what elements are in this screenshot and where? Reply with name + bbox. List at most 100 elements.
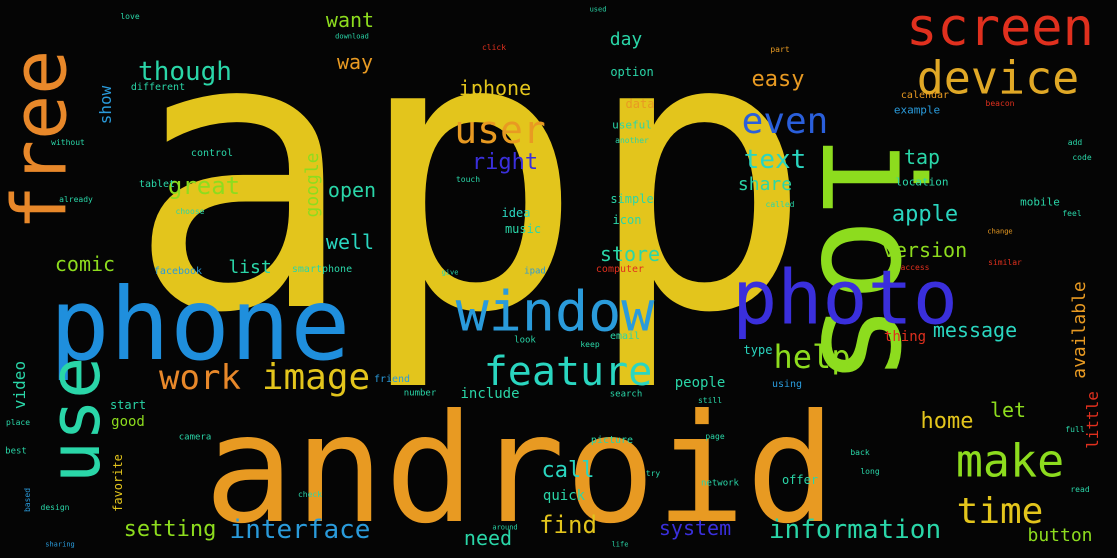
word-feature: feature bbox=[483, 349, 653, 395]
word-calendar: calendar bbox=[900, 90, 950, 101]
word-tap: tap bbox=[903, 145, 941, 169]
word-part: part bbox=[770, 45, 790, 54]
word-network: network bbox=[701, 478, 739, 489]
word-information: information bbox=[768, 515, 942, 545]
word-page: page bbox=[705, 432, 725, 441]
word-beacon: beacon bbox=[985, 99, 1015, 108]
word-time: time bbox=[956, 491, 1044, 532]
word-day: day bbox=[609, 29, 643, 50]
word-find: find bbox=[539, 511, 597, 539]
word-code: code bbox=[1072, 153, 1092, 162]
word-available: available bbox=[1069, 281, 1090, 379]
word-home: home bbox=[920, 409, 974, 434]
word-click: click bbox=[481, 43, 507, 52]
word-apple: apple bbox=[891, 202, 959, 227]
word-button: button bbox=[1027, 525, 1093, 546]
word-type: type bbox=[743, 343, 773, 357]
word-even: even bbox=[741, 101, 829, 142]
word-interface: interface bbox=[229, 515, 371, 545]
word-example: example bbox=[893, 103, 941, 117]
word-show: show bbox=[96, 85, 115, 125]
word-photo: photo bbox=[732, 253, 958, 342]
word-touch: touch bbox=[455, 175, 481, 184]
word-change: change bbox=[987, 227, 1013, 236]
word-ipad: ipad bbox=[524, 266, 546, 277]
word-google: google bbox=[302, 152, 323, 218]
word-access: access bbox=[900, 263, 930, 272]
word-version: version bbox=[882, 238, 968, 262]
word-list: list bbox=[228, 257, 272, 278]
word-good: good bbox=[111, 414, 145, 430]
word-idea: idea bbox=[501, 206, 531, 220]
word-text: text bbox=[743, 145, 807, 175]
word-full: full bbox=[1065, 425, 1085, 434]
word-picture: picture bbox=[590, 435, 634, 446]
word-control: control bbox=[190, 148, 234, 159]
word-camera: camera bbox=[178, 432, 212, 443]
word-check: check bbox=[297, 490, 323, 499]
word-tablet: tablet bbox=[138, 179, 176, 190]
word-great: great bbox=[167, 172, 241, 200]
word-add: add bbox=[1067, 138, 1083, 147]
word-easy: easy bbox=[751, 67, 805, 92]
word-image: image bbox=[261, 357, 371, 398]
word-iphone: iphone bbox=[458, 76, 532, 100]
word-app: app bbox=[126, 0, 814, 396]
word-try: try bbox=[645, 469, 661, 478]
word-design: design bbox=[40, 503, 70, 512]
word-place: place bbox=[5, 418, 31, 427]
word-share: share bbox=[737, 174, 793, 195]
word-device: device bbox=[916, 51, 1080, 105]
word-still: still bbox=[697, 396, 723, 405]
word-different: different bbox=[130, 82, 186, 93]
word-right: right bbox=[471, 150, 539, 175]
word-use: use bbox=[34, 356, 116, 484]
word-facebook: facebook bbox=[153, 266, 203, 277]
word-friend: friend bbox=[373, 374, 411, 385]
word-sharing: sharing bbox=[45, 540, 75, 549]
word-quick: quick bbox=[542, 488, 586, 504]
word-make: make bbox=[955, 434, 1065, 488]
word-screen: screen bbox=[906, 0, 1094, 58]
word-number: number bbox=[403, 388, 437, 399]
word-choose: choose bbox=[175, 207, 205, 216]
word-include: include bbox=[460, 386, 520, 402]
word-call: call bbox=[541, 458, 595, 483]
word-open: open bbox=[327, 178, 377, 202]
word-using: using bbox=[771, 379, 803, 390]
word-message: message bbox=[932, 318, 1018, 342]
word-keep: keep bbox=[580, 340, 600, 349]
word-used: used bbox=[589, 5, 607, 14]
word-useful: useful bbox=[612, 118, 652, 132]
word-way: way bbox=[336, 50, 374, 74]
word-around: around bbox=[492, 523, 518, 532]
word-already: already bbox=[59, 195, 93, 204]
word-search: search bbox=[609, 389, 643, 400]
word-feel: feel bbox=[1062, 209, 1082, 218]
word-back: back bbox=[850, 448, 870, 457]
word-give: give bbox=[441, 268, 459, 277]
word-smartphone: smartphone bbox=[291, 264, 353, 275]
word-need: need bbox=[463, 526, 513, 550]
word-another: another bbox=[615, 136, 649, 145]
word-little: little bbox=[1083, 391, 1102, 449]
word-system: system bbox=[658, 516, 732, 540]
word-setting: setting bbox=[123, 517, 217, 542]
word-download: download bbox=[335, 32, 369, 41]
word-comic: comic bbox=[54, 252, 116, 276]
word-work: work bbox=[159, 358, 241, 398]
word-help: help bbox=[773, 338, 851, 376]
word-want: want bbox=[325, 8, 375, 32]
word-video: video bbox=[10, 360, 29, 410]
word-location: location bbox=[895, 175, 949, 189]
word-look: look bbox=[514, 335, 536, 346]
word-window: window bbox=[455, 279, 655, 344]
word-read: read bbox=[1070, 485, 1090, 494]
word-computer: computer bbox=[595, 264, 645, 275]
word-well: well bbox=[325, 230, 375, 254]
word-without: without bbox=[51, 138, 85, 147]
word-though: though bbox=[138, 57, 232, 87]
word-option: option bbox=[610, 65, 654, 79]
word-user: user bbox=[454, 108, 546, 152]
word-let: let bbox=[989, 398, 1027, 422]
